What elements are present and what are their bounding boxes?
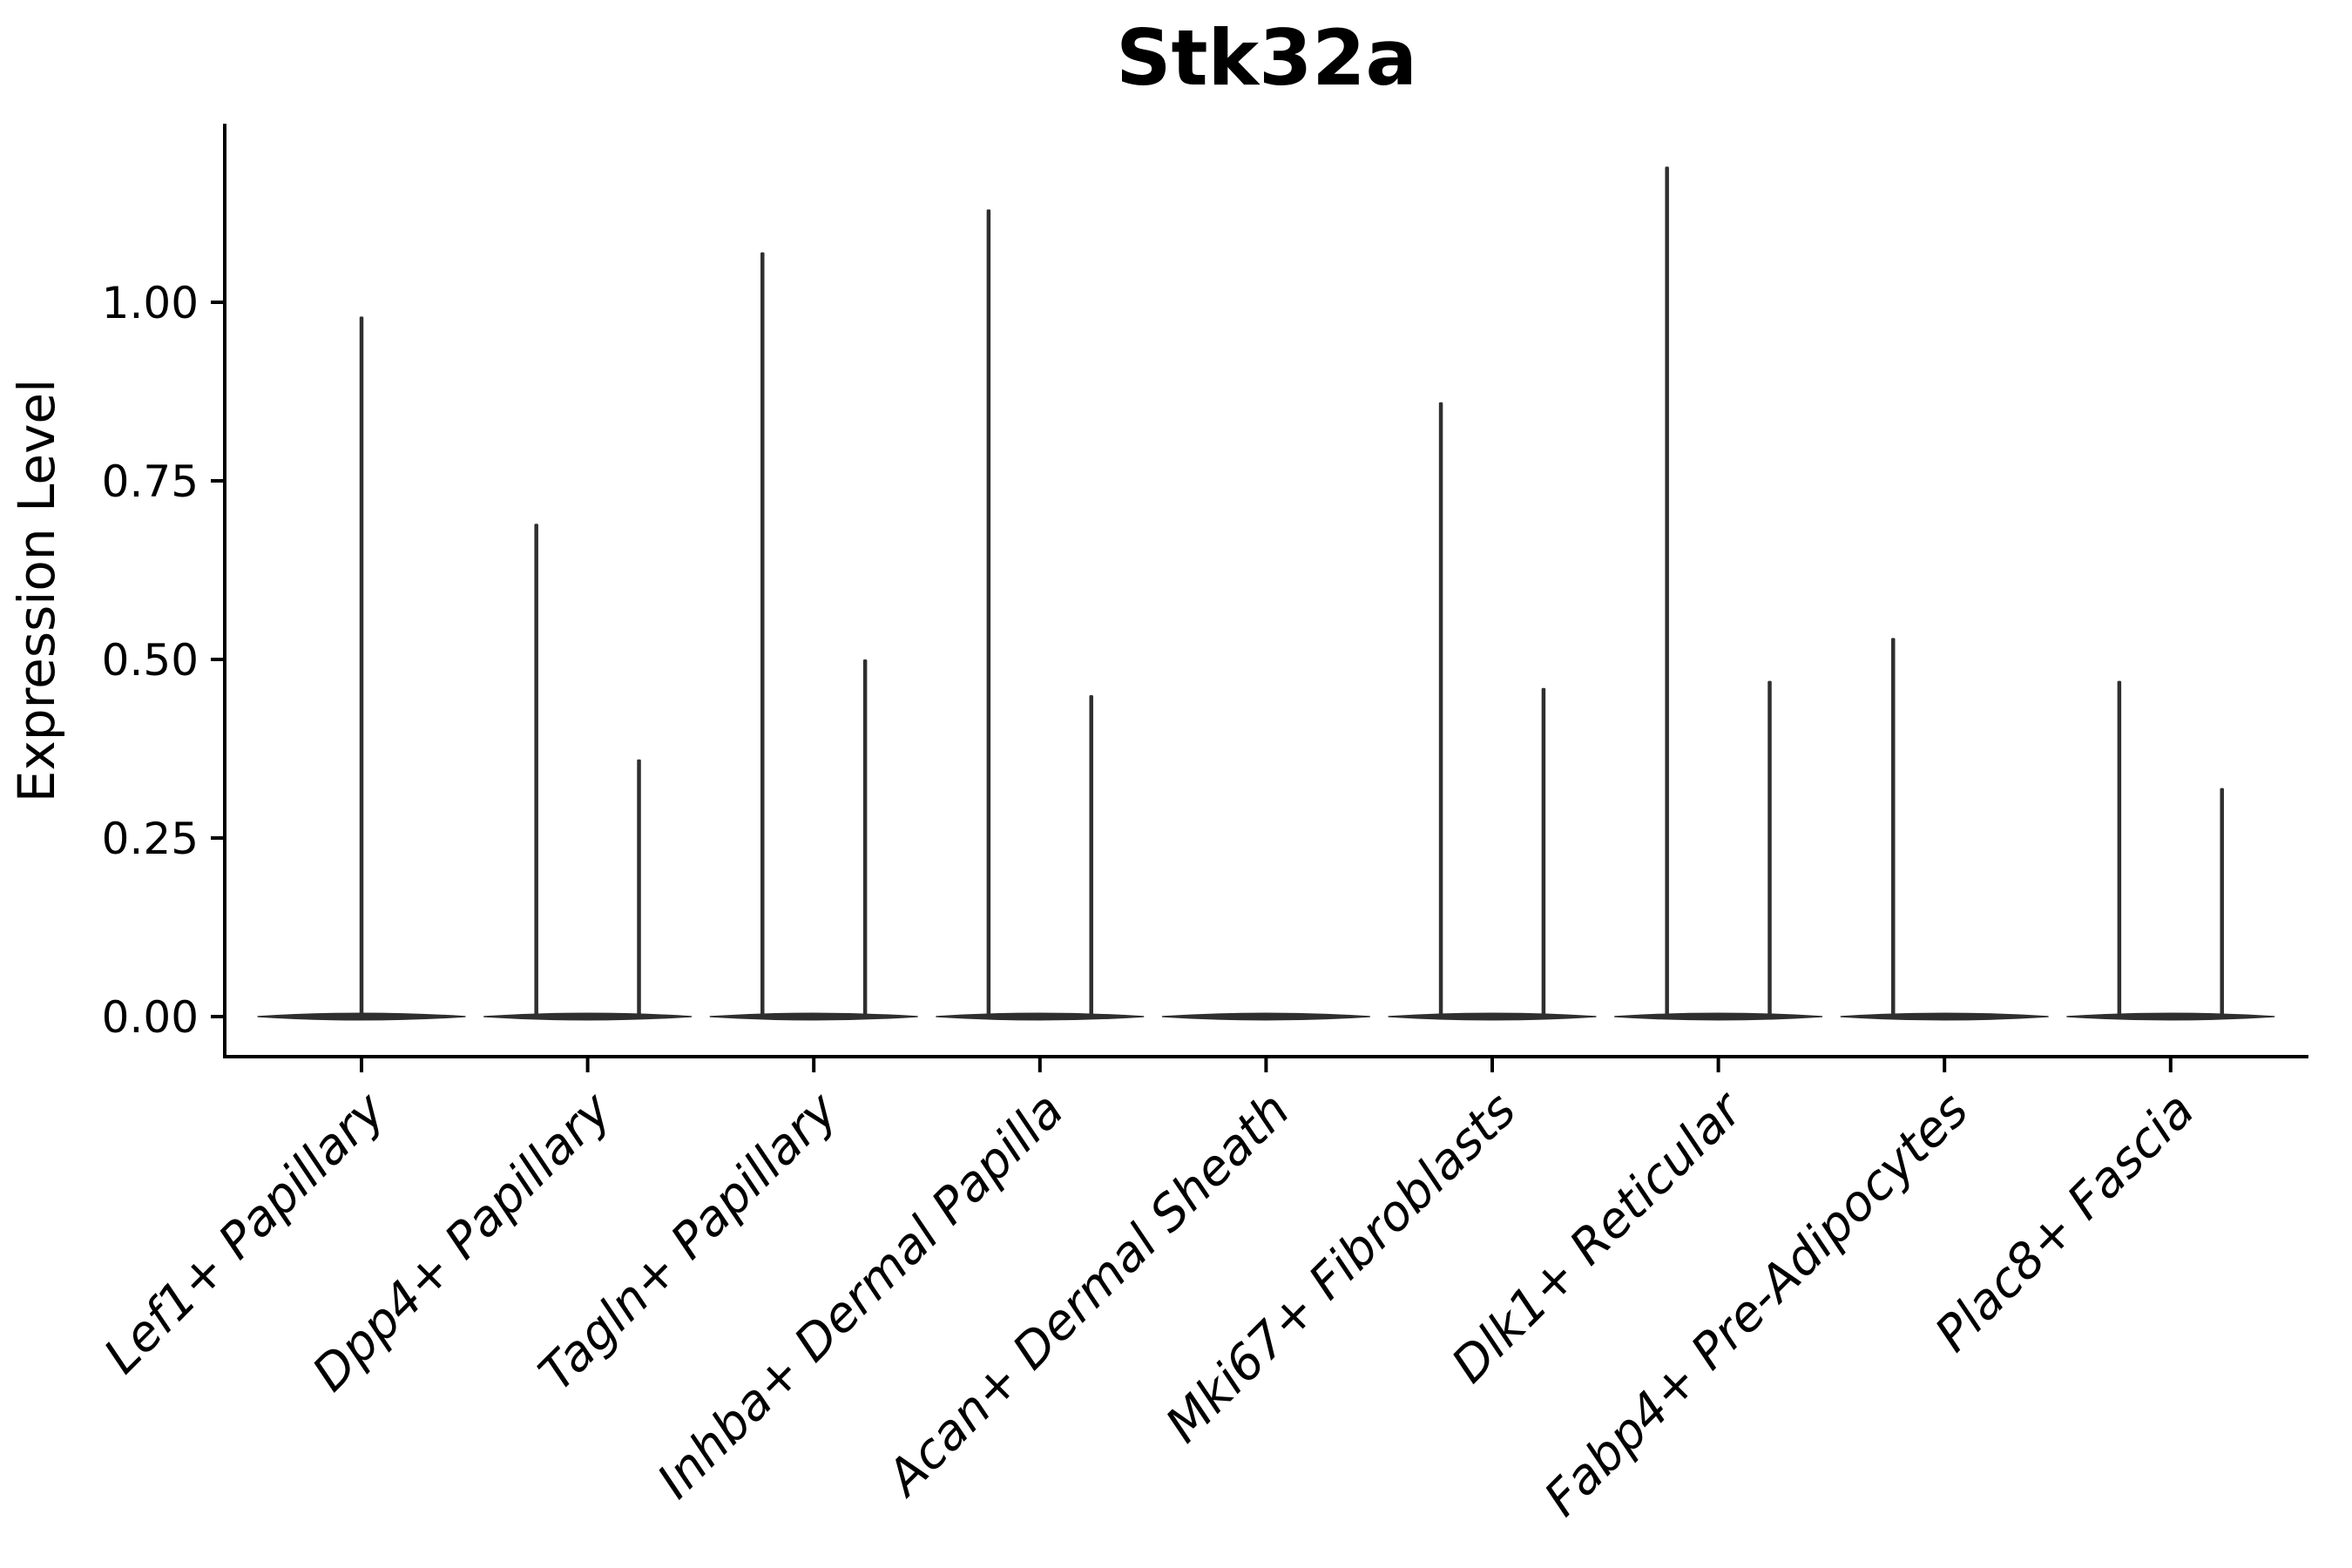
- violin-body: [483, 1012, 693, 1021]
- violin-spike: [2117, 680, 2122, 1017]
- violin-spike: [359, 316, 364, 1017]
- x-tick-label: Acan+ Dermal Sheath: [875, 1082, 1301, 1508]
- y-tick-label: 0.50: [102, 635, 199, 686]
- violin-body: [1161, 1012, 1371, 1021]
- x-tick-label: Inhba+ Dermal Papilla: [647, 1082, 1075, 1510]
- violin-spike: [637, 759, 641, 1017]
- violin-body: [709, 1012, 918, 1021]
- y-tick-label: 1.00: [102, 278, 199, 328]
- violin-spike: [1089, 695, 1093, 1017]
- chart-title: Stk32a: [1116, 13, 1417, 103]
- violin-body: [936, 1012, 1145, 1021]
- violin-spike: [534, 524, 538, 1017]
- violins: [257, 166, 2275, 1021]
- x-axis-ticks: [360, 1057, 2173, 1072]
- violin-spike: [1541, 687, 1546, 1017]
- violin-spike: [1438, 402, 1443, 1017]
- y-tick-label: 0.75: [102, 456, 199, 507]
- violin-spike: [1891, 638, 1896, 1017]
- violin-body: [2066, 1012, 2275, 1021]
- violin-spike: [986, 209, 991, 1017]
- violin-spike: [2220, 787, 2224, 1017]
- violin-spike: [862, 659, 868, 1017]
- violin-body: [1613, 1012, 1823, 1021]
- y-tick-label: 0.00: [102, 992, 199, 1043]
- y-axis-ticks: 0.00 0.25 0.50 0.75 1.00: [102, 278, 225, 1043]
- violin-spike: [1767, 680, 1772, 1017]
- x-tick-label: Fabp4+ Pre-Adipocytes: [1534, 1082, 1979, 1527]
- violin-body: [1388, 1012, 1597, 1021]
- violin-body: [1840, 1012, 2049, 1021]
- violin-spike: [1665, 166, 1669, 1017]
- y-tick-label: 0.25: [102, 814, 199, 864]
- violin-spike: [760, 252, 765, 1017]
- y-axis-label: Expression Level: [7, 379, 66, 802]
